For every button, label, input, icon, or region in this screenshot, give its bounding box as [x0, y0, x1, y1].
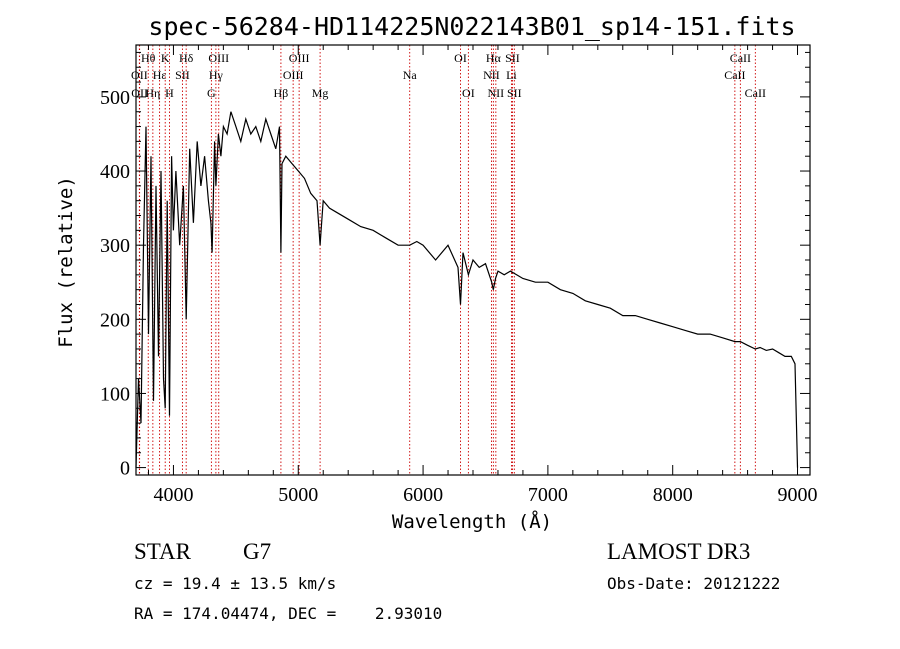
spectrum-line [135, 111, 799, 468]
y-tick-label: 500 [100, 87, 130, 109]
y-axis-ticks: 0 100 200 300 400 500 [100, 51, 810, 480]
spectral-line-markers [138, 45, 756, 475]
object-type: STAR [134, 539, 191, 564]
spectral-line-label: OI [462, 86, 475, 100]
spectral-line-label: NII [488, 86, 505, 100]
x-tick-label: 7000 [528, 484, 568, 506]
x-tick-label: 9000 [778, 484, 818, 506]
spectral-line-label: G [207, 86, 216, 100]
spectral-line-label: Li [506, 68, 517, 82]
spectral-line-label: NII [483, 68, 500, 82]
x-axis-ticks: 4000 5000 6000 7000 8000 9000 [147, 45, 818, 506]
y-tick-label: 0 [120, 458, 130, 480]
spectral-line-label: CaII [745, 86, 766, 100]
spectral-line-label: Hδ [179, 51, 194, 65]
spectral-line-label: Hβ [274, 86, 289, 100]
spectral-line-label: SII [175, 68, 190, 82]
redshift-cz: cz = 19.4 ± 13.5 km/s [134, 574, 337, 593]
x-tick-label: 6000 [403, 484, 443, 506]
y-tick-label: 400 [100, 161, 130, 183]
spectral-line-label: Hη [145, 86, 160, 100]
y-tick-label: 300 [100, 235, 130, 257]
spectral-line-label: OIII [208, 51, 229, 65]
spectral-line-label: Hε [153, 68, 167, 82]
x-axis-label: Wavelength (Å) [392, 510, 552, 533]
spectral-line-label: CaII [730, 51, 751, 65]
ra-dec-coordinates: RA = 174.04474, DEC = 2.93010 [134, 604, 443, 623]
x-tick-label: 5000 [278, 484, 318, 506]
x-tick-label: 4000 [153, 484, 193, 506]
spectral-line-label: OI [454, 51, 467, 65]
spectral-line-label: OIII [283, 68, 304, 82]
spectral-line-label: K [161, 51, 170, 65]
spectral-line-label: Hγ [209, 68, 224, 82]
spectral-subclass: G7 [243, 539, 272, 564]
survey-name: LAMOST DR3 [607, 539, 751, 564]
spectral-line-label: CaII [724, 68, 745, 82]
spectral-line-label: Na [403, 68, 418, 82]
spectral-line-label: SII [507, 86, 522, 100]
y-tick-label: 100 [100, 383, 130, 405]
spectral-line-label: SII [505, 51, 520, 65]
spectral-line-label: Hα [486, 51, 502, 65]
spectral-line-label: OII [131, 68, 148, 82]
spectral-line-label: Mg [312, 86, 329, 100]
spectral-line-label: H [165, 86, 174, 100]
chart-title: spec-56284-HD114225N022143B01_sp14-151.f… [148, 12, 795, 41]
spectral-line-label: OIII [289, 51, 310, 65]
observation-date: Obs-Date: 20121222 [607, 574, 781, 593]
y-tick-label: 200 [100, 309, 130, 331]
spectral-line-label: Hθ [141, 51, 156, 65]
y-axis-label: Flux (relative) [55, 176, 77, 348]
x-tick-label: 8000 [653, 484, 693, 506]
